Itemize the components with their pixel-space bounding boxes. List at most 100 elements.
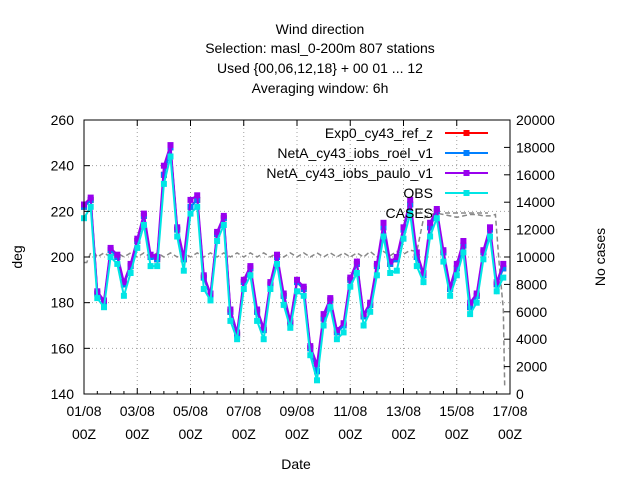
series-1-point: [500, 265, 507, 272]
series-3-point: [267, 286, 274, 292]
series-3-point: [473, 299, 480, 306]
series-2-point: [274, 251, 280, 258]
y-tick-label: 140: [51, 386, 75, 402]
legend-swatch-marker: [463, 170, 470, 176]
series-3-point: [260, 336, 267, 343]
series-3-point: [300, 292, 307, 299]
series-3-point: [427, 233, 434, 240]
series-2-point: [380, 219, 387, 226]
series-3-point: [140, 222, 147, 228]
series-3-point: [493, 288, 500, 295]
series-2-point: [373, 260, 380, 267]
series-1-point: [314, 368, 320, 375]
series-2-point: [160, 162, 167, 169]
y2-tick-label: 20000: [516, 112, 555, 128]
y-tick-label: 180: [51, 295, 75, 311]
series-2-point: [500, 260, 507, 267]
x-tick-label-date: 17/08: [492, 403, 527, 419]
series-2-point: [320, 311, 327, 318]
series-3-point: [453, 272, 460, 279]
series-3-point: [114, 260, 121, 267]
series-3-point: [327, 304, 334, 311]
series-2-point: [447, 283, 454, 290]
series-3-point: [234, 336, 241, 343]
series-2-point: [400, 224, 407, 231]
series-3-point: [274, 260, 280, 267]
series-2-point: [487, 224, 493, 231]
series-2-point: [300, 283, 307, 290]
y-tick-label: 240: [51, 158, 75, 174]
x-tick-label-date: 07/08: [226, 403, 261, 419]
series-3-point: [200, 286, 207, 292]
legend-label: NetA_cy43_iobs_paulo_v1: [266, 165, 433, 181]
x-tick-label-hour: 00Z: [338, 426, 363, 442]
series-3-point: [220, 222, 227, 228]
series-2-point: [267, 279, 274, 286]
series-2-point: [480, 247, 487, 254]
data-series: [81, 142, 507, 384]
x-tick-label-date: 09/08: [279, 403, 314, 419]
series-2-point: [340, 320, 347, 327]
series-2-point: [247, 263, 254, 270]
y2-tick-label: 12000: [516, 222, 555, 238]
series-2-point: [200, 272, 207, 279]
series-2-point: [440, 247, 447, 254]
y2-axis-label: No cases: [592, 228, 608, 286]
series-3-point: [87, 203, 94, 210]
x-tick-label-hour: 00Z: [498, 426, 523, 442]
series-3-point: [460, 249, 467, 256]
y2-tick-label: 8000: [516, 276, 547, 292]
series-3-point: [247, 272, 254, 279]
y-tick-label: 220: [51, 203, 75, 219]
x-tick-label-date: 11/08: [333, 403, 367, 419]
series-3-point: [360, 322, 367, 329]
x-tick-label-date: 13/08: [386, 403, 421, 419]
y-tick-label: 260: [51, 112, 75, 128]
x-tick-label-date: 15/08: [439, 403, 474, 419]
series-3-point: [174, 233, 181, 240]
series-2-point: [427, 219, 434, 226]
x-tick-label-date: 05/08: [173, 403, 208, 419]
series-2-point: [433, 206, 440, 212]
series-3-point: [500, 274, 507, 281]
series-3-point: [393, 267, 400, 274]
series-2-point: [107, 244, 114, 251]
series-line-2: [83, 144, 505, 365]
series-3-point: [440, 258, 447, 265]
series-2-point: [420, 270, 427, 276]
y2-tick-label: 10000: [516, 249, 555, 265]
x-tick-label-date: 01/08: [66, 403, 101, 419]
series-1-point: [453, 265, 460, 272]
y2-tick-label: 2000: [516, 359, 547, 375]
legend-label: Exp0_cy43_ref_z: [325, 125, 433, 141]
series-2-point: [114, 251, 121, 258]
series-3-point: [433, 215, 440, 222]
series-2-point: [333, 327, 340, 334]
series-2-point: [240, 276, 247, 283]
x-tick-label-hour: 00Z: [285, 426, 310, 442]
series-2-point: [214, 228, 221, 235]
series-3-point: [227, 317, 234, 324]
series-line-3: [83, 156, 505, 381]
series-2-point: [147, 251, 154, 258]
cases-line: [84, 212, 506, 388]
x-tick-label-hour: 00Z: [178, 426, 203, 442]
legend-label: OBS: [403, 185, 433, 201]
series-3-point: [340, 329, 347, 336]
series-2-point: [367, 299, 374, 306]
x-tick-label-hour: 00Z: [391, 426, 416, 442]
series-3-point: [120, 292, 127, 299]
series-3-point: [294, 288, 300, 295]
y2-tick-label: 6000: [516, 304, 547, 320]
series-3-point: [320, 322, 327, 329]
series-3-point: [107, 254, 114, 260]
series-3-point: [447, 292, 454, 299]
series-3-point: [187, 210, 194, 217]
series-2-point: [127, 260, 134, 267]
legend: Exp0_cy43_ref_z NetA_cy43_iobs_roel_v1 Net…: [266, 125, 488, 221]
series-3-point: [367, 308, 374, 315]
chart-title-line-1: Wind direction: [275, 21, 365, 37]
x-tick-label-hour: 00Z: [232, 426, 257, 442]
axes: 140 160 180 200 220 240 260 0 2000 4000 6000 8000 10…: [51, 112, 556, 442]
series-3-point: [127, 270, 134, 276]
